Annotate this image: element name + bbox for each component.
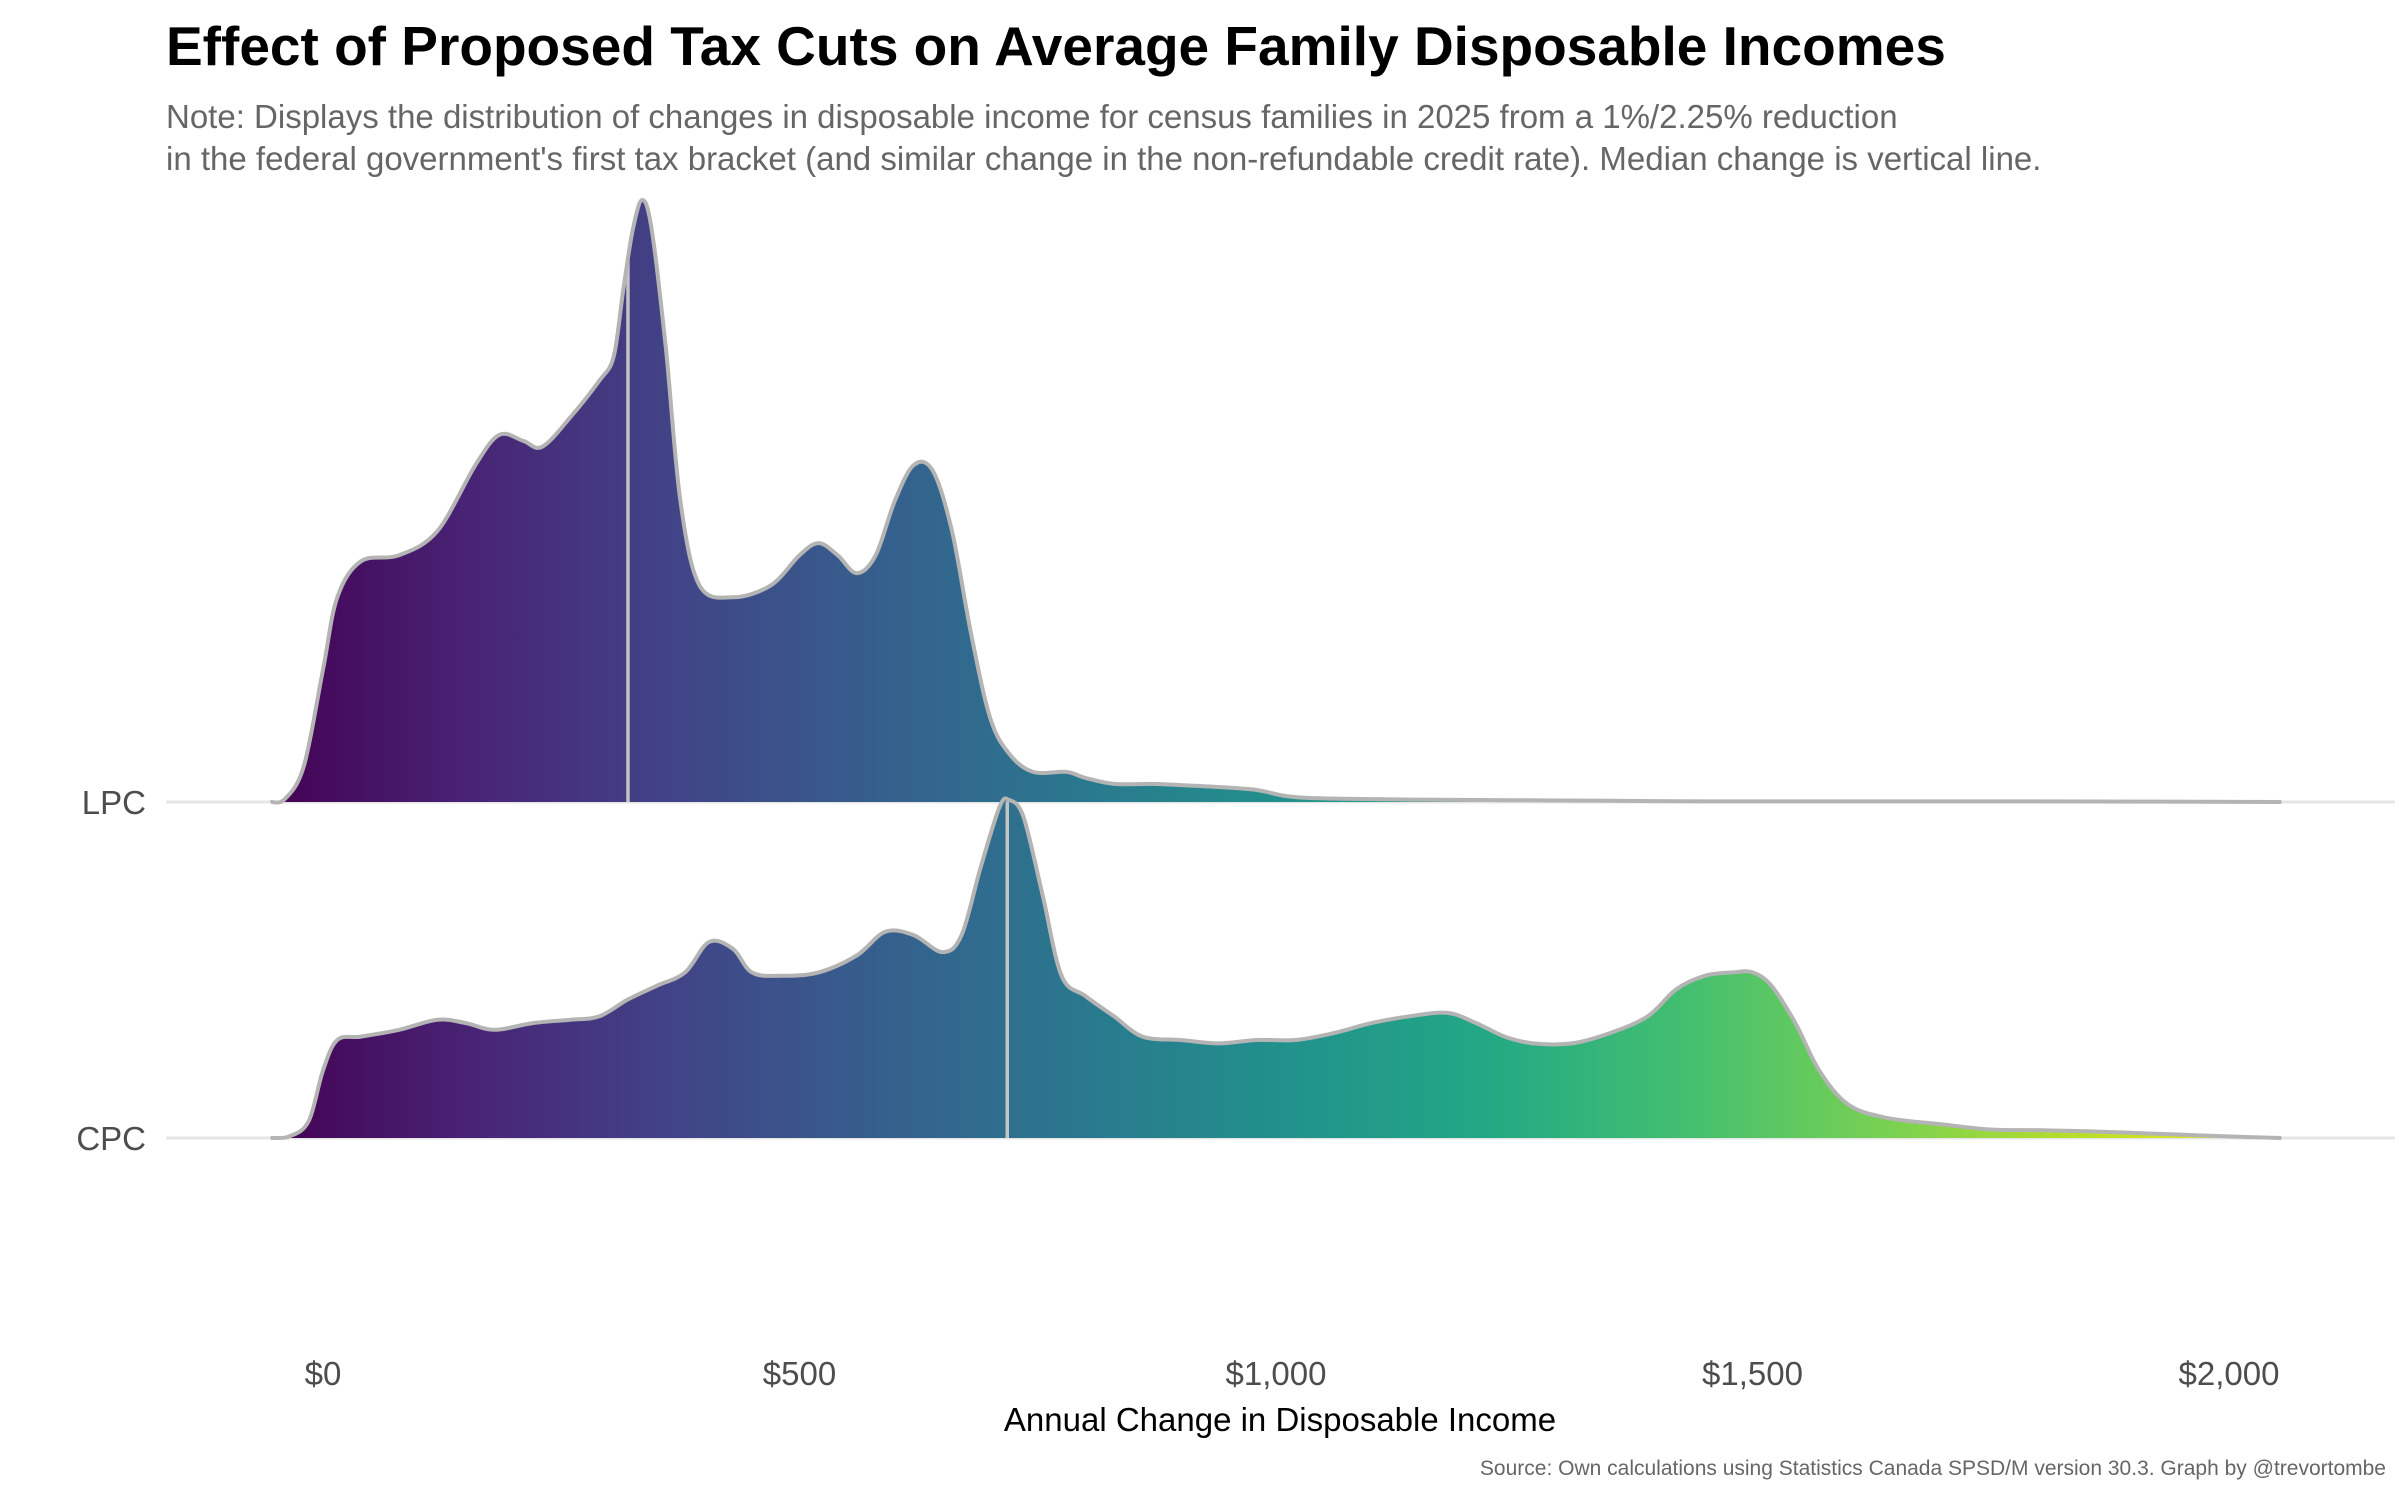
density-area-cpc [270,798,2282,1139]
density-outline-lpc [270,198,2282,805]
density-area-lpc [270,200,2282,803]
source-caption: Source: Own calculations using Statistic… [1479,1457,2386,1480]
x-tick-label: $0 [305,1355,342,1392]
x-tick-label: $2,000 [2179,1355,2280,1392]
chart-title: Effect of Proposed Tax Cuts on Average F… [166,15,1946,77]
x-tick-label: $1,000 [1226,1355,1327,1392]
subtitle-line-2: in the federal government's first tax br… [166,140,2042,177]
ridges [270,198,2282,1141]
y-label-cpc: CPC [76,1120,146,1157]
chart-subtitle: Note: Displays the distribution of chang… [166,96,2041,180]
x-axis-title: Annual Change in Disposable Income [1004,1401,1556,1438]
x-axis-ticks: $0 $500 $1,000 $1,500 $2,000 [305,1355,2280,1392]
density-outline-cpc [270,796,2282,1141]
y-axis-labels: LPC CPC [76,784,146,1157]
x-tick-label: $1,500 [1702,1355,1803,1392]
y-label-lpc: LPC [82,784,146,821]
subtitle-line-1: Note: Displays the distribution of chang… [166,98,1898,135]
x-tick-label: $500 [763,1355,836,1392]
